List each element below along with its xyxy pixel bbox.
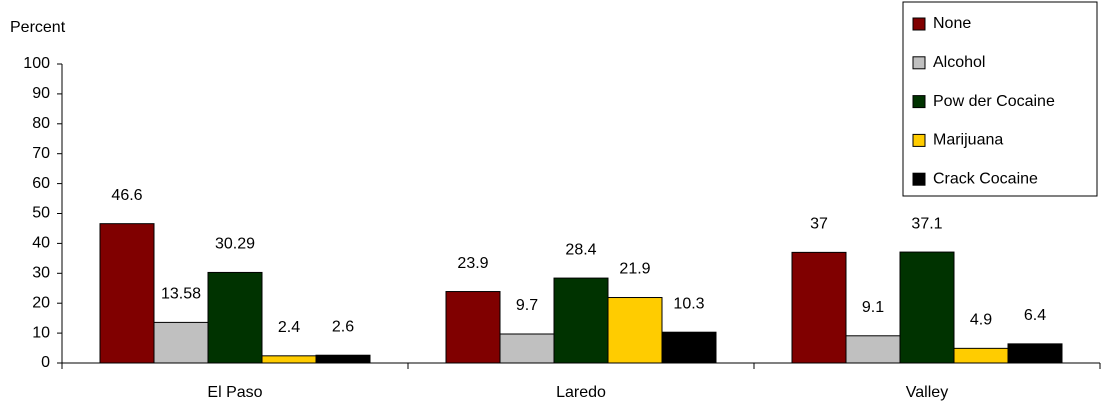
y-tick-label: 80 — [32, 115, 50, 132]
y-tick-label: 100 — [23, 55, 50, 72]
data-label: 37.1 — [911, 215, 942, 232]
bar — [607, 297, 663, 364]
y-tick-label: 60 — [32, 175, 50, 192]
data-label: 2.4 — [278, 319, 300, 336]
legend-label: Marijuana — [933, 132, 1003, 149]
bar — [661, 331, 717, 364]
legend-swatch — [912, 56, 926, 70]
bar — [499, 333, 555, 364]
bar — [153, 321, 209, 364]
legend-swatch — [912, 17, 926, 31]
legend-label: Crack Cocaine — [933, 170, 1038, 187]
legend-label: Alcohol — [933, 54, 985, 71]
y-tick-label: 50 — [32, 205, 50, 222]
data-label: 37 — [810, 216, 828, 233]
legend-label: None — [933, 15, 971, 32]
bar — [845, 335, 901, 364]
y-tick-label: 90 — [32, 85, 50, 102]
bar — [953, 347, 1009, 364]
bar — [315, 354, 371, 364]
x-tick-label: El Paso — [207, 384, 262, 401]
legend-label: Pow der Cocaine — [933, 93, 1055, 110]
bar — [553, 277, 609, 364]
y-tick-label: 0 — [41, 354, 50, 371]
bar — [791, 251, 847, 364]
data-label: 23.9 — [457, 255, 488, 272]
bar — [1007, 343, 1063, 364]
x-tick-label: Laredo — [556, 384, 606, 401]
legend-swatch — [912, 95, 926, 109]
y-tick-label: 20 — [32, 294, 50, 311]
data-label: 13.58 — [161, 286, 201, 303]
y-tick-label: 40 — [32, 235, 50, 252]
data-label: 28.4 — [565, 241, 596, 258]
y-tick-label: 10 — [32, 324, 50, 341]
bar — [261, 355, 317, 364]
legend-swatch — [912, 172, 926, 186]
data-label: 30.29 — [215, 236, 255, 253]
bar — [99, 223, 155, 364]
data-label: 6.4 — [1024, 307, 1046, 324]
bar — [207, 271, 263, 364]
y-axis-label: Percent — [10, 19, 66, 36]
bar — [445, 291, 501, 364]
y-tick-label: 70 — [32, 145, 50, 162]
bar — [899, 251, 955, 364]
data-label: 46.6 — [111, 187, 142, 204]
x-tick-label: Valley — [906, 384, 948, 401]
data-label: 2.6 — [332, 318, 354, 335]
legend-swatch — [912, 133, 926, 147]
y-tick-label: 30 — [32, 265, 50, 282]
data-label: 10.3 — [673, 295, 704, 312]
data-label: 9.1 — [862, 299, 884, 316]
legend-box — [902, 1, 1098, 197]
data-label: 4.9 — [970, 312, 992, 329]
data-label: 9.7 — [516, 297, 538, 314]
data-label: 21.9 — [619, 261, 650, 278]
